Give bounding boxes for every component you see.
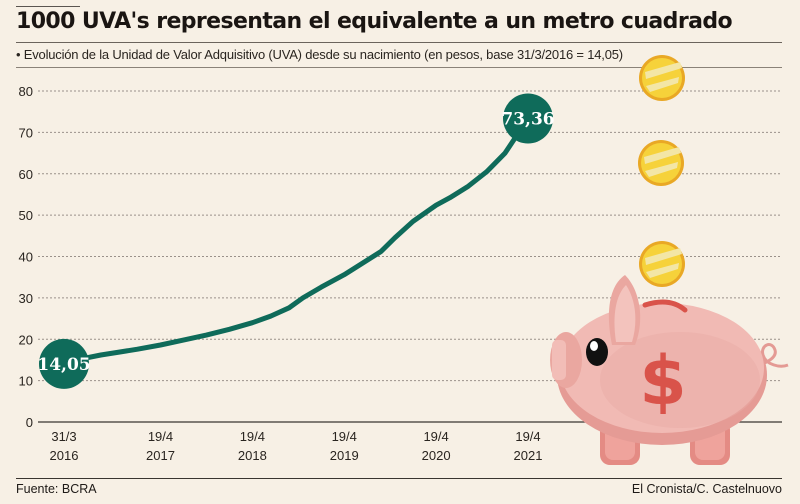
top-accent-rule: [16, 6, 80, 7]
data-label: 73,36: [501, 109, 554, 129]
x-axis-tick-labels: 31/3 2016 19/4 2017 19/4 2018 19/4 2019 19/4 2020…: [50, 429, 543, 463]
chart-title: 1000 UVA's representan el equivalente a …: [16, 9, 733, 34]
x-tick-label: 2020: [422, 448, 451, 463]
value-marker: 14,05: [37, 338, 91, 389]
x-tick-label: 19/4: [423, 429, 448, 444]
marker-circle: [39, 338, 89, 389]
source-note: Fuente: BCRA: [16, 482, 97, 496]
x-tick-label: 31/3: [51, 429, 76, 444]
value-marker: 73,36: [501, 93, 555, 144]
coin-icon: [639, 241, 685, 287]
y-tick-label: 70: [19, 125, 33, 140]
dollar-sign-icon: $: [639, 342, 686, 421]
piggy-bank-icon: [550, 275, 789, 465]
y-tick-label: 60: [19, 167, 33, 182]
y-tick-label: 80: [19, 84, 33, 99]
credit-note: El Cronista/C. Castelnuovo: [631, 482, 782, 496]
x-tick-label: 19/4: [148, 429, 173, 444]
marker-circle: [503, 93, 553, 144]
coin-icon: [638, 140, 684, 186]
x-tick-label: 19/4: [332, 429, 357, 444]
y-axis-tick-labels: 0 10 20 30 40 50 60 70 80: [19, 84, 33, 430]
y-tick-label: 40: [19, 250, 33, 265]
y-tick-label: 20: [19, 332, 33, 347]
y-tick-label: 10: [19, 374, 33, 389]
y-tick-label: 50: [19, 208, 33, 223]
y-tick-label: 0: [26, 415, 33, 430]
coin-icon: [639, 55, 685, 101]
x-tick-label: 19/4: [240, 429, 265, 444]
title-divider: [16, 42, 782, 43]
x-tick-label: 2021: [514, 448, 543, 463]
y-tick-label: 30: [19, 291, 33, 306]
uva-series-line: [61, 116, 531, 367]
data-label: 14,05: [37, 355, 90, 375]
subtitle-divider: [16, 67, 782, 68]
footer-divider: [16, 478, 782, 479]
piggy-bank-illustration: $: [550, 55, 789, 465]
x-tick-label: 2019: [330, 448, 359, 463]
chart-subtitle: • Evolución de la Unidad de Valor Adquis…: [16, 47, 623, 62]
x-tick-label: 2018: [238, 448, 267, 463]
value-annotations: 14,05 73,36: [37, 93, 555, 389]
x-tick-label: 19/4: [515, 429, 540, 444]
x-tick-label: 2017: [146, 448, 175, 463]
x-tick-label: 2016: [50, 448, 79, 463]
